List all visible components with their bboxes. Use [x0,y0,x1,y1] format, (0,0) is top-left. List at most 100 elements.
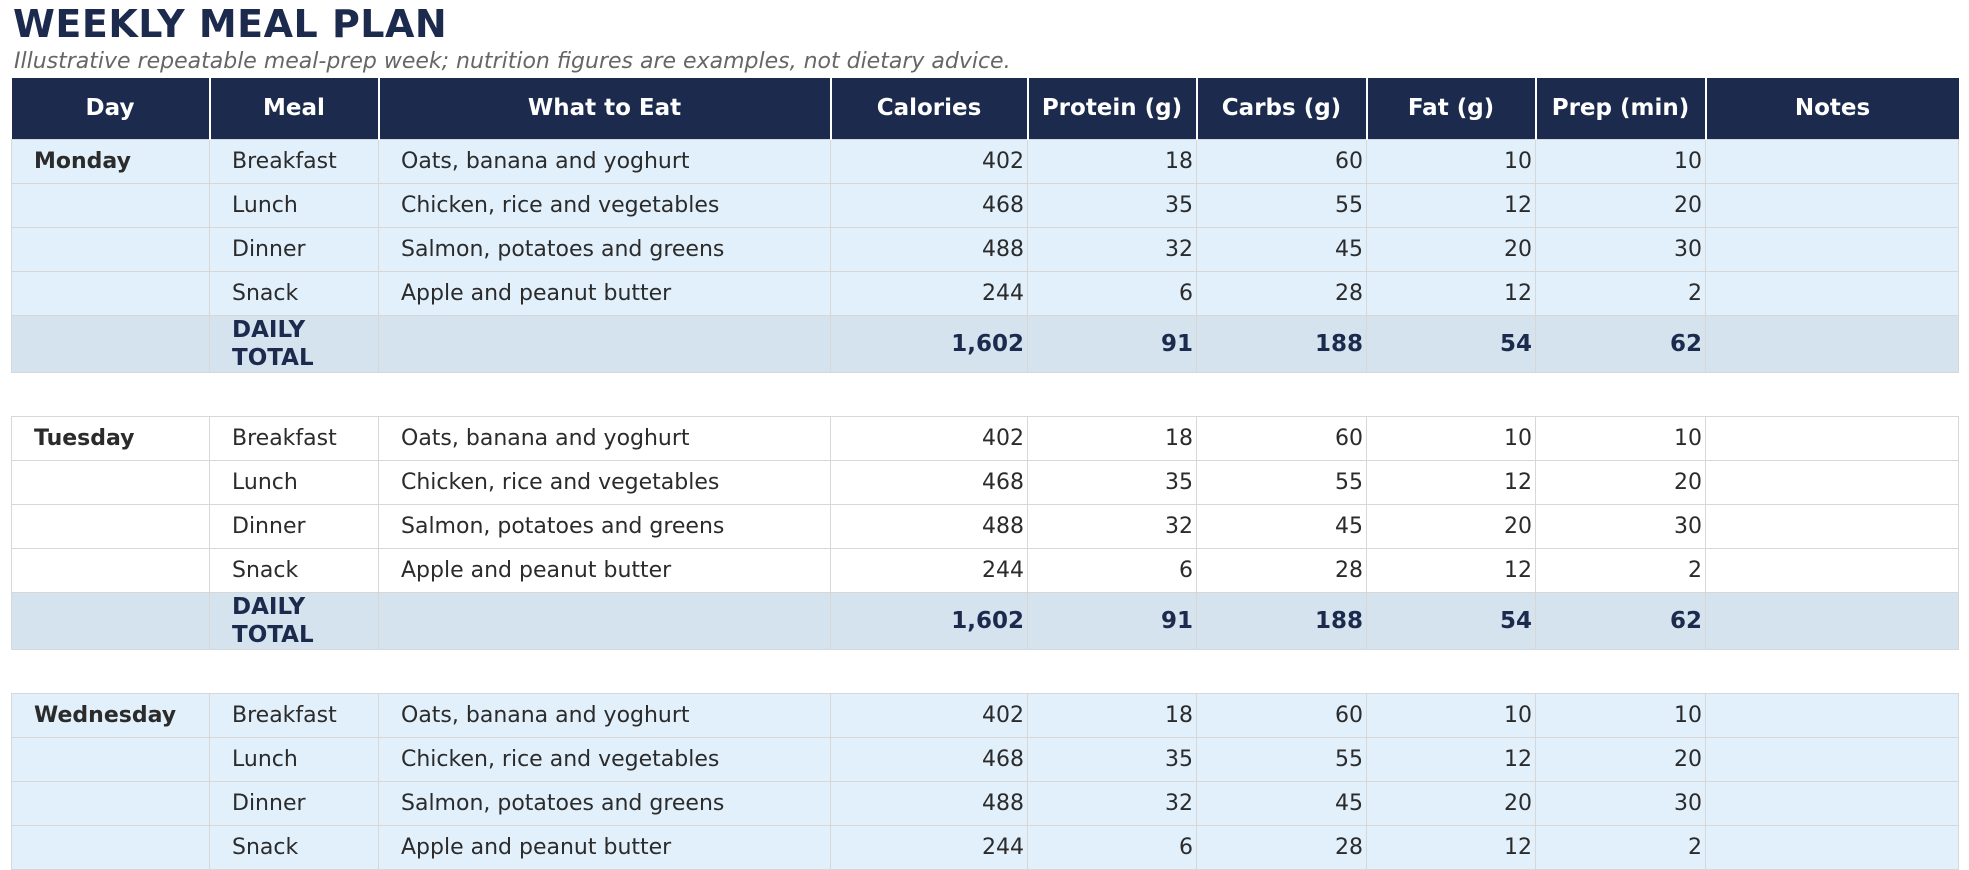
daily-total-label[interactable]: DAILY TOTAL [209,591,379,650]
column-header-fat[interactable]: Fat (g) [1365,78,1536,139]
total-calories-cell[interactable]: 1,602 [830,591,1028,650]
total-protein-cell[interactable]: 91 [1027,591,1197,650]
notes-cell[interactable] [1705,182,1959,228]
day-cell[interactable] [11,547,210,593]
prep-cell[interactable]: 30 [1535,503,1706,549]
notes-cell[interactable] [1705,824,1959,870]
calories-cell[interactable]: 402 [830,415,1028,461]
total-protein-cell[interactable]: 91 [1027,314,1197,373]
day-cell[interactable] [11,314,210,373]
column-header-notes[interactable]: Notes [1704,78,1959,139]
fat-cell[interactable]: 10 [1366,415,1536,461]
food-cell[interactable]: Chicken, rice and vegetables [378,459,831,505]
prep-cell[interactable]: 10 [1535,415,1706,461]
fat-cell[interactable]: 12 [1366,547,1536,593]
carbs-cell[interactable]: 60 [1196,692,1367,738]
fat-cell[interactable]: 20 [1366,226,1536,272]
food-cell[interactable]: Oats, banana and yoghurt [378,138,831,184]
protein-cell[interactable]: 35 [1027,182,1197,228]
column-header-meal[interactable]: Meal [208,78,379,139]
column-header-what-to-eat[interactable]: What to Eat [377,78,831,139]
calories-cell[interactable]: 488 [830,780,1028,826]
prep-cell[interactable]: 30 [1535,780,1706,826]
carbs-cell[interactable]: 28 [1196,824,1367,870]
food-cell[interactable]: Chicken, rice and vegetables [378,182,831,228]
fat-cell[interactable]: 20 [1366,780,1536,826]
meal-cell[interactable]: Dinner [209,226,379,272]
calories-cell[interactable]: 244 [830,824,1028,870]
day-cell[interactable] [11,824,210,870]
calories-cell[interactable]: 244 [830,547,1028,593]
column-header-protein[interactable]: Protein (g) [1026,78,1197,139]
carbs-cell[interactable]: 60 [1196,415,1367,461]
column-header-calories[interactable]: Calories [829,78,1028,139]
prep-cell[interactable]: 10 [1535,692,1706,738]
daily-total-label[interactable]: DAILY TOTAL [209,314,379,373]
total-fat-cell[interactable]: 54 [1366,591,1536,650]
prep-cell[interactable]: 20 [1535,182,1706,228]
meal-cell[interactable]: Snack [209,824,379,870]
fat-cell[interactable]: 10 [1366,138,1536,184]
meal-cell[interactable]: Snack [209,270,379,316]
carbs-cell[interactable]: 45 [1196,226,1367,272]
fat-cell[interactable]: 10 [1366,692,1536,738]
carbs-cell[interactable]: 28 [1196,270,1367,316]
protein-cell[interactable]: 6 [1027,270,1197,316]
meal-cell[interactable]: Lunch [209,459,379,505]
day-cell[interactable] [11,591,210,650]
day-cell[interactable] [11,270,210,316]
column-header-day[interactable]: Day [11,78,210,139]
food-cell[interactable]: Chicken, rice and vegetables [378,736,831,782]
food-cell[interactable]: Salmon, potatoes and greens [378,226,831,272]
prep-cell[interactable]: 2 [1535,547,1706,593]
calories-cell[interactable]: 402 [830,138,1028,184]
day-cell[interactable] [11,182,210,228]
notes-cell[interactable] [1705,503,1959,549]
notes-cell[interactable] [1705,780,1959,826]
day-cell[interactable] [11,780,210,826]
notes-cell[interactable] [1705,547,1959,593]
protein-cell[interactable]: 32 [1027,780,1197,826]
prep-cell[interactable]: 30 [1535,226,1706,272]
food-cell[interactable]: Apple and peanut butter [378,547,831,593]
notes-cell[interactable] [1705,692,1959,738]
day-cell[interactable] [11,503,210,549]
meal-cell[interactable]: Dinner [209,780,379,826]
total-prep-cell[interactable]: 62 [1535,314,1706,373]
day-cell[interactable]: Wednesday [11,692,210,738]
total-prep-cell[interactable]: 62 [1535,591,1706,650]
calories-cell[interactable]: 402 [830,692,1028,738]
notes-cell[interactable] [1705,736,1959,782]
meal-cell[interactable]: Lunch [209,736,379,782]
meal-cell[interactable]: Breakfast [209,692,379,738]
notes-cell[interactable] [1705,138,1959,184]
protein-cell[interactable]: 18 [1027,692,1197,738]
total-fat-cell[interactable]: 54 [1366,314,1536,373]
food-cell[interactable]: Oats, banana and yoghurt [378,415,831,461]
food-cell[interactable] [378,591,831,650]
food-cell[interactable] [378,314,831,373]
protein-cell[interactable]: 6 [1027,824,1197,870]
calories-cell[interactable]: 468 [830,736,1028,782]
food-cell[interactable]: Salmon, potatoes and greens [378,503,831,549]
column-header-carbs[interactable]: Carbs (g) [1195,78,1367,139]
prep-cell[interactable]: 2 [1535,270,1706,316]
food-cell[interactable]: Oats, banana and yoghurt [378,692,831,738]
carbs-cell[interactable]: 45 [1196,780,1367,826]
meal-cell[interactable]: Breakfast [209,415,379,461]
food-cell[interactable]: Salmon, potatoes and greens [378,780,831,826]
protein-cell[interactable]: 35 [1027,459,1197,505]
carbs-cell[interactable]: 45 [1196,503,1367,549]
protein-cell[interactable]: 18 [1027,415,1197,461]
prep-cell[interactable]: 10 [1535,138,1706,184]
carbs-cell[interactable]: 55 [1196,736,1367,782]
total-carbs-cell[interactable]: 188 [1196,591,1367,650]
food-cell[interactable]: Apple and peanut butter [378,270,831,316]
day-cell[interactable]: Monday [11,138,210,184]
protein-cell[interactable]: 18 [1027,138,1197,184]
meal-cell[interactable]: Breakfast [209,138,379,184]
calories-cell[interactable]: 468 [830,182,1028,228]
fat-cell[interactable]: 12 [1366,824,1536,870]
day-cell[interactable] [11,459,210,505]
notes-cell[interactable] [1705,226,1959,272]
